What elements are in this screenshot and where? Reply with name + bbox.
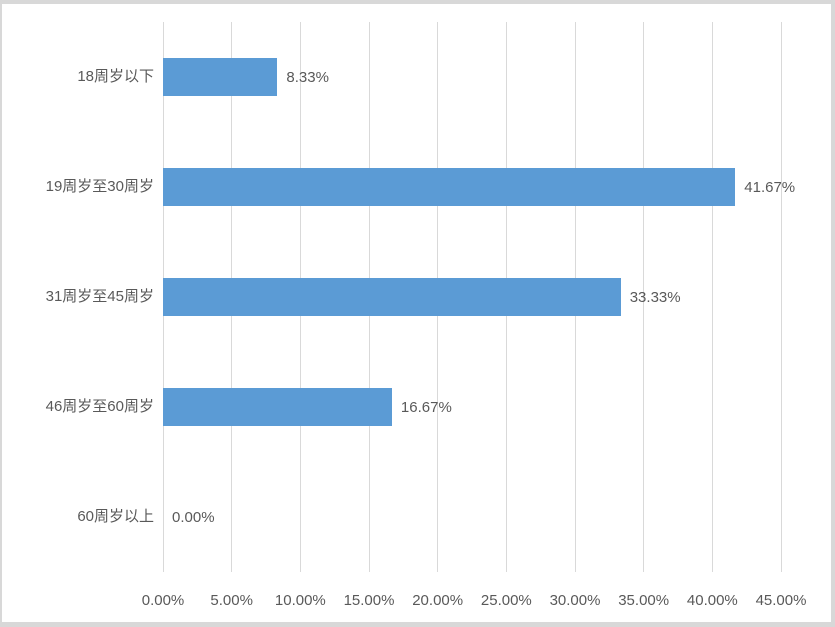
bar-2[interactable]	[163, 278, 621, 316]
x-axis-tick-label: 30.00%	[549, 592, 601, 609]
value-label: 41.67%	[744, 179, 796, 196]
x-axis-tick-label: 45.00%	[755, 592, 807, 609]
x-axis-tick-label: 15.00%	[343, 592, 395, 609]
x-axis-tick-label: 10.00%	[274, 592, 326, 609]
gridline	[711, 22, 713, 572]
category-label: 18周岁以下	[77, 68, 154, 85]
value-label: 0.00%	[172, 509, 215, 526]
bar-0[interactable]	[163, 58, 278, 96]
x-axis-tick-label: 40.00%	[686, 592, 738, 609]
category-label: 46周岁至60周岁	[45, 398, 154, 415]
x-axis-tick-label: 35.00%	[618, 592, 670, 609]
category-label: 60周岁以上	[77, 508, 154, 525]
x-axis-tick-label: 5.00%	[210, 592, 253, 609]
category-label: 31周岁至45周岁	[45, 288, 154, 305]
bar-1[interactable]	[163, 168, 736, 206]
plot-area: 8.33% 41.67% 33.33% 16.67% 0.00%	[162, 22, 795, 572]
value-label: 16.67%	[400, 399, 452, 416]
value-label: 33.33%	[629, 289, 681, 306]
bar-3[interactable]	[163, 388, 392, 426]
value-label: 8.33%	[286, 69, 329, 86]
category-label: 19周岁至30周岁	[45, 178, 154, 195]
x-axis-tick-label: 25.00%	[480, 592, 532, 609]
gridline	[780, 22, 782, 572]
x-axis-tick-label: 0.00%	[141, 592, 185, 609]
gridline	[643, 22, 645, 572]
x-axis-tick-label: 20.00%	[412, 592, 464, 609]
